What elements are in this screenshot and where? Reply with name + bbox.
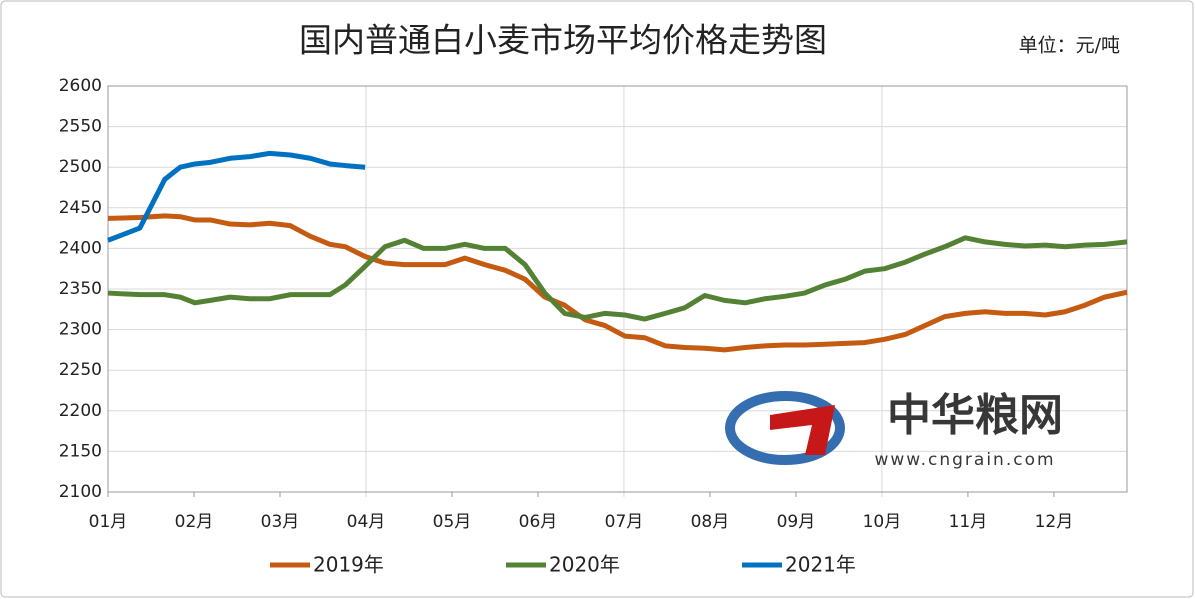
x-tick-label: 03月 bbox=[261, 512, 300, 532]
x-tick-label: 10月 bbox=[863, 512, 902, 532]
series-line bbox=[107, 213, 1128, 353]
unit-label: 单位：元/吨 bbox=[1019, 35, 1120, 57]
watermark-name: 中华粮网 bbox=[887, 390, 1063, 441]
chart-title: 国内普通白小麦市场平均价格走势图 bbox=[299, 21, 827, 60]
y-tick-label: 2400 bbox=[59, 238, 102, 258]
x-tick-label: 06月 bbox=[519, 512, 558, 532]
plot-border bbox=[107, 85, 1128, 493]
x-tick-label: 07月 bbox=[605, 512, 644, 532]
legend-label: 2020年 bbox=[549, 553, 620, 577]
y-tick-label: 2500 bbox=[59, 157, 102, 177]
y-tick-label: 2600 bbox=[59, 76, 102, 96]
x-tick-label: 04月 bbox=[347, 512, 386, 532]
legend-label: 2019年 bbox=[313, 553, 384, 577]
legend-label: 2021年 bbox=[785, 553, 856, 577]
x-tick-label: 12月 bbox=[1035, 512, 1074, 532]
y-tick-label: 2200 bbox=[59, 401, 102, 421]
watermark: 中华粮网 www.cngrain.com bbox=[725, 390, 1063, 470]
y-tick-label: 2250 bbox=[59, 360, 102, 380]
logo-ring bbox=[725, 391, 845, 465]
y-tick-label: 2150 bbox=[59, 441, 102, 461]
x-tick-label: 01月 bbox=[89, 512, 128, 532]
x-tick-label: 11月 bbox=[949, 512, 988, 532]
y-tick-label: 2450 bbox=[59, 198, 102, 218]
x-tick-label: 09月 bbox=[777, 512, 816, 532]
watermark-url: www.cngrain.com bbox=[874, 450, 1055, 470]
x-tick-label: 02月 bbox=[175, 512, 214, 532]
logo-mark bbox=[770, 405, 835, 455]
series-line bbox=[107, 235, 1128, 322]
x-tick-label: 08月 bbox=[691, 512, 730, 532]
y-tick-label: 2100 bbox=[59, 482, 102, 502]
y-tick-label: 2550 bbox=[59, 117, 102, 137]
y-tick-label: 2350 bbox=[59, 279, 102, 299]
y-tick-label: 2300 bbox=[59, 320, 102, 340]
series-line bbox=[107, 150, 366, 243]
x-tick-label: 05月 bbox=[433, 512, 472, 532]
